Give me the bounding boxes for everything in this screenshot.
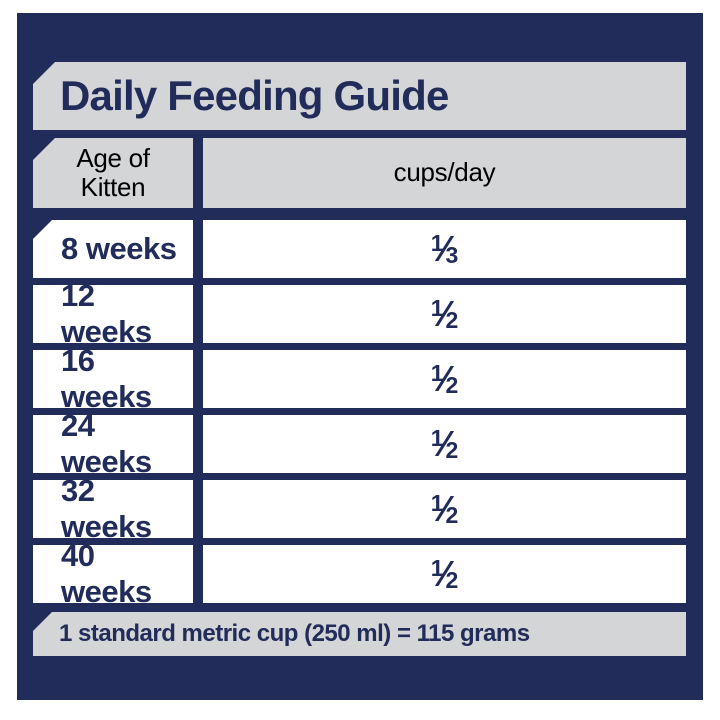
table-row: 32 weeks 1⁄2 xyxy=(33,473,686,544)
cups-cell: 1⁄2 xyxy=(203,350,686,408)
table-row: 24 weeks 1⁄2 xyxy=(33,408,686,479)
fraction-denominator: 2 xyxy=(445,567,459,593)
fraction-numerator: 1 xyxy=(430,555,444,581)
cups-cell: 1⁄2 xyxy=(203,415,686,473)
footnote-band: 1 standard metric cup (250 ml) = 115 gra… xyxy=(33,612,686,656)
cups-cell: 1⁄2 xyxy=(203,480,686,538)
fraction-numerator: 1 xyxy=(430,490,444,516)
age-label: 8 weeks xyxy=(61,231,177,266)
cups-value: 1⁄2 xyxy=(431,488,459,530)
age-label: 12 weeks xyxy=(61,278,152,349)
fraction-numerator: 1 xyxy=(430,360,444,386)
age-label: 40 weeks xyxy=(61,538,152,609)
age-label: 16 weeks xyxy=(61,343,152,414)
table-body: 8 weeks 1⁄3 12 weeks 1⁄2 16 weeks 1⁄2 24 weeks… xyxy=(33,220,686,609)
age-cell: 32 weeks xyxy=(33,473,193,544)
fraction-slash: ⁄ xyxy=(441,488,448,529)
column-header-cups: cups/day xyxy=(203,138,686,208)
cups-value: 1⁄2 xyxy=(431,423,459,465)
age-label: 32 weeks xyxy=(61,473,152,544)
cups-value: 1⁄2 xyxy=(431,358,459,400)
age-cell: 8 weeks xyxy=(33,220,193,278)
cups-value: 1⁄3 xyxy=(431,228,459,270)
age-label: 24 weeks xyxy=(61,408,152,479)
fraction-numerator: 1 xyxy=(430,295,444,321)
table-row: 40 weeks 1⁄2 xyxy=(33,538,686,609)
table-header-row: Age of Kitten cups/day xyxy=(33,138,686,208)
cups-cell: 1⁄3 xyxy=(203,220,686,278)
fraction-denominator: 2 xyxy=(445,372,459,398)
fraction-slash: ⁄ xyxy=(441,423,448,464)
cups-value: 1⁄2 xyxy=(431,553,459,595)
column-header-age: Age of Kitten xyxy=(33,138,193,208)
table-row: 8 weeks 1⁄3 xyxy=(33,220,686,278)
fraction-denominator: 2 xyxy=(445,502,459,528)
fraction-slash: ⁄ xyxy=(441,553,448,594)
fraction-slash: ⁄ xyxy=(441,293,448,334)
fraction-slash: ⁄ xyxy=(441,358,448,399)
fraction-denominator: 3 xyxy=(445,242,459,268)
table-row: 12 weeks 1⁄2 xyxy=(33,278,686,349)
page-title: Daily Feeding Guide xyxy=(60,72,449,119)
fraction-denominator: 2 xyxy=(445,437,459,463)
age-cell: 16 weeks xyxy=(33,343,193,414)
cups-cell: 1⁄2 xyxy=(203,285,686,343)
age-cell: 12 weeks xyxy=(33,278,193,349)
fraction-numerator: 1 xyxy=(430,425,444,451)
age-cell: 24 weeks xyxy=(33,408,193,479)
fraction-slash: ⁄ xyxy=(441,228,448,269)
table-row: 16 weeks 1⁄2 xyxy=(33,343,686,414)
age-cell: 40 weeks xyxy=(33,538,193,609)
fraction-numerator: 1 xyxy=(430,230,444,256)
navy-panel: Daily Feeding Guide Age of Kitten cups/d… xyxy=(17,13,703,700)
cups-value: 1⁄2 xyxy=(431,293,459,335)
title-band: Daily Feeding Guide xyxy=(33,62,686,130)
cups-cell: 1⁄2 xyxy=(203,545,686,603)
fraction-denominator: 2 xyxy=(445,307,459,333)
footnote: 1 standard metric cup (250 ml) = 115 gra… xyxy=(59,620,530,647)
